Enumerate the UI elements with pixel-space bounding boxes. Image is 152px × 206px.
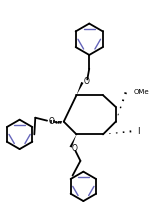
Text: O: O <box>49 117 55 126</box>
Polygon shape <box>76 82 83 95</box>
Text: O: O <box>83 77 89 86</box>
Text: OMe: OMe <box>133 89 149 95</box>
Polygon shape <box>69 134 76 148</box>
Text: I: I <box>137 127 140 136</box>
Text: O: O <box>72 144 78 153</box>
